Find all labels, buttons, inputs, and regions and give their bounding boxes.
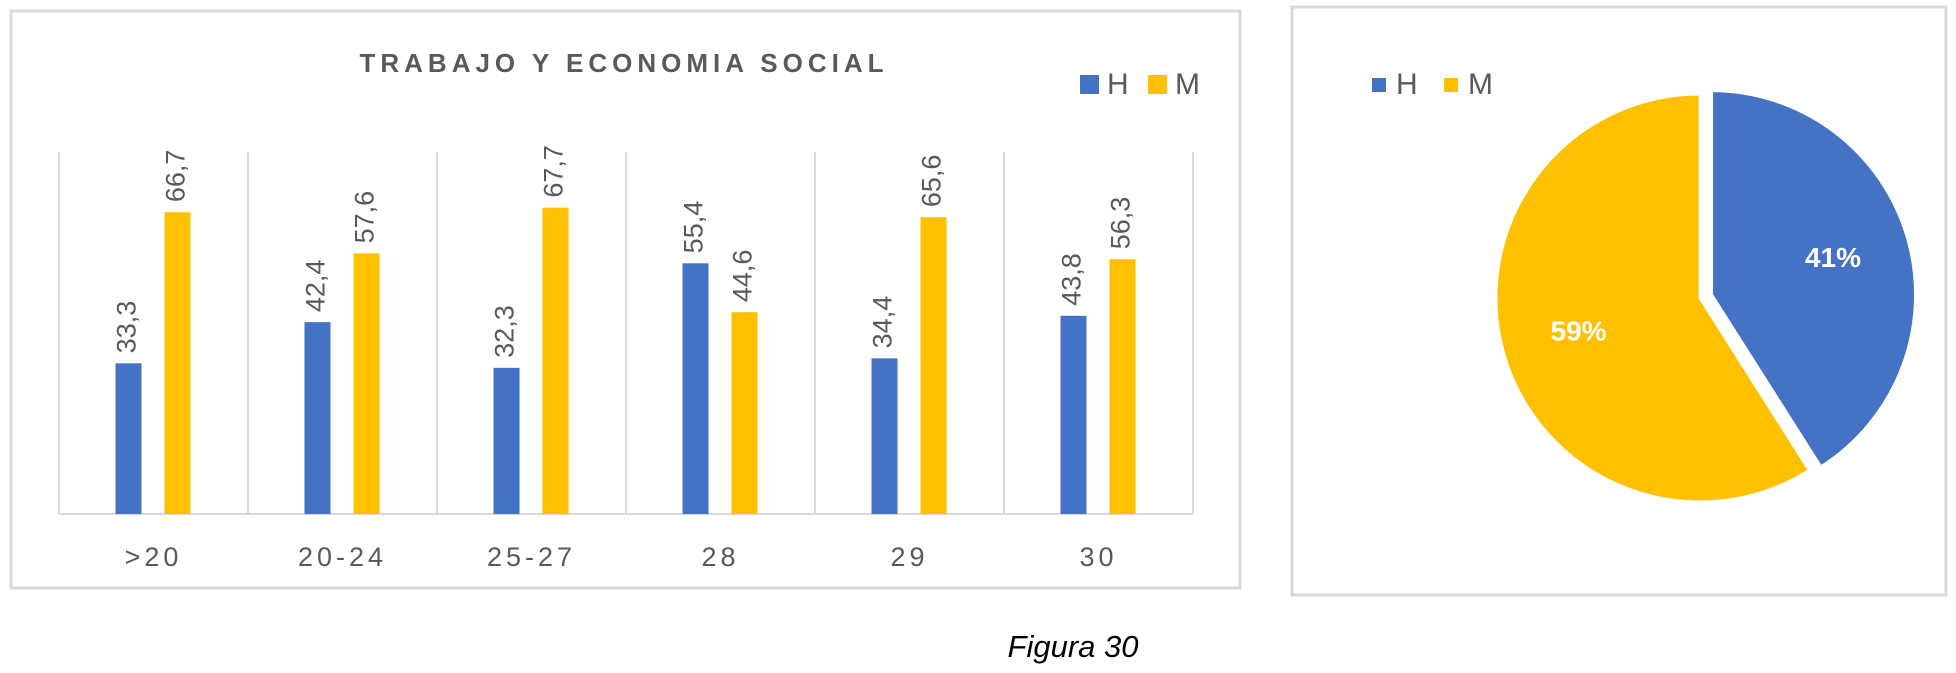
- caption: Figura 30: [1008, 629, 1139, 664]
- value-label: 42,4: [301, 260, 331, 313]
- x-tick-label: 25-27: [487, 542, 576, 572]
- legend-label: H: [1107, 68, 1129, 101]
- x-tick-label: 28: [701, 542, 739, 572]
- value-label: 33,3: [112, 301, 142, 354]
- value-label: 57,6: [350, 191, 380, 244]
- value-label: 55,4: [679, 201, 709, 254]
- bar: [115, 363, 142, 514]
- value-label: 66,7: [161, 150, 191, 203]
- legend-label: M: [1175, 68, 1200, 101]
- pie-slice: [1710, 89, 1917, 469]
- value-label: 44,6: [728, 250, 758, 303]
- pie-slice: [1494, 92, 1812, 504]
- bar: [920, 217, 947, 514]
- x-tick-label: 20-24: [298, 542, 387, 572]
- legend-swatch: [1444, 78, 1458, 92]
- legend-label: H: [1396, 68, 1418, 101]
- slice-label: 41%: [1805, 242, 1861, 273]
- slice-label: 59%: [1551, 316, 1607, 347]
- x-tick-label: 29: [890, 542, 928, 572]
- x-tick-label: >20: [125, 542, 183, 572]
- bar: [731, 312, 758, 514]
- bar: [871, 358, 898, 514]
- legend-swatch: [1372, 78, 1386, 92]
- legend-swatch: [1148, 75, 1167, 94]
- bar: [164, 212, 191, 514]
- value-label: 65,6: [917, 155, 947, 208]
- bar: [353, 253, 380, 515]
- bar: [1109, 259, 1136, 514]
- bar: [1060, 315, 1087, 514]
- chart-title: TRABAJO Y ECONOMIA SOCIAL: [359, 48, 888, 78]
- bar: [304, 322, 331, 514]
- legend-swatch: [1080, 75, 1099, 94]
- value-label: 34,4: [868, 296, 898, 349]
- bar: [682, 263, 709, 514]
- value-label: 56,3: [1106, 197, 1136, 250]
- x-tick-label: 30: [1079, 542, 1117, 572]
- value-label: 32,3: [490, 305, 520, 358]
- value-label: 67,7: [539, 145, 569, 198]
- bar: [542, 207, 569, 514]
- legend-label: M: [1468, 68, 1493, 101]
- bar: [493, 367, 520, 514]
- value-label: 43,8: [1057, 253, 1087, 306]
